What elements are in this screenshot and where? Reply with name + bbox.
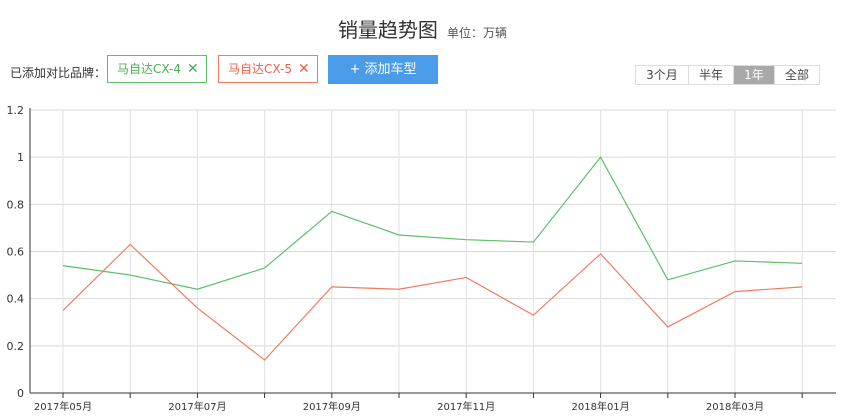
brand-tag-label: 马自达CX-5 <box>228 62 292 76</box>
data-point <box>734 290 737 293</box>
x-tick-label: 2017年11月 <box>437 400 495 413</box>
y-tick-label: 0.2 <box>7 340 25 353</box>
series-line-2 <box>62 243 803 361</box>
data-point <box>465 276 468 279</box>
y-tick-label: 1 <box>17 151 24 164</box>
data-point <box>196 307 199 310</box>
data-point <box>465 238 468 241</box>
y-tick-label: 0 <box>17 387 24 400</box>
data-point <box>398 288 401 291</box>
x-tick-label: 2017年05月 <box>34 400 92 413</box>
data-point <box>129 243 132 246</box>
data-point <box>599 156 602 159</box>
page-title: 销量趋势图 <box>337 18 438 42</box>
add-model-button[interactable]: + 添加车型 <box>328 55 438 84</box>
remove-icon[interactable]: ✕ <box>297 61 310 77</box>
data-point <box>398 233 401 236</box>
range-half-year-button[interactable]: 半年 <box>689 66 734 84</box>
remove-icon[interactable]: ✕ <box>186 61 199 77</box>
data-point <box>532 241 535 244</box>
x-tick-label: 2017年09月 <box>303 400 361 413</box>
data-point <box>196 288 199 291</box>
data-point <box>666 278 669 281</box>
data-point <box>666 325 669 328</box>
brand-tag-label: 马自达CX-4 <box>117 62 181 76</box>
range-3-months-button[interactable]: 3个月 <box>636 66 689 84</box>
data-point <box>599 252 602 255</box>
data-point <box>330 210 333 213</box>
y-tick-label: 0.8 <box>7 198 25 211</box>
x-tick-label: 2018年01月 <box>572 400 630 413</box>
data-point <box>330 285 333 288</box>
data-point <box>263 267 266 270</box>
x-tick-label: 2017年07月 <box>168 400 226 413</box>
data-point <box>734 259 737 262</box>
data-point <box>62 264 65 267</box>
y-tick-label: 1.2 <box>7 104 25 117</box>
series-line-1 <box>62 156 803 290</box>
unit-label: 单位：万辆 <box>447 26 508 40</box>
range-all-button[interactable]: 全部 <box>775 66 819 84</box>
brand-tag-cx4[interactable]: 马自达CX-4 ✕ <box>107 55 207 83</box>
x-tick-label: 2018年03月 <box>706 400 764 413</box>
data-point <box>532 314 535 317</box>
range-1-year-button[interactable]: 1年 <box>734 66 775 84</box>
time-range-selector: 3个月 半年 1年 全部 <box>635 65 820 85</box>
data-point <box>129 274 132 277</box>
brand-tag-cx5[interactable]: 马自达CX-5 ✕ <box>218 55 318 83</box>
data-point <box>801 262 804 265</box>
y-tick-label: 0.4 <box>7 293 25 306</box>
chart-header: 销量趋势图 单位：万辆 <box>0 14 845 43</box>
data-point <box>801 285 804 288</box>
y-tick-label: 0.6 <box>7 246 25 259</box>
data-point <box>62 309 65 312</box>
data-point <box>263 358 266 361</box>
compare-label: 已添加对比品牌： <box>10 66 107 80</box>
